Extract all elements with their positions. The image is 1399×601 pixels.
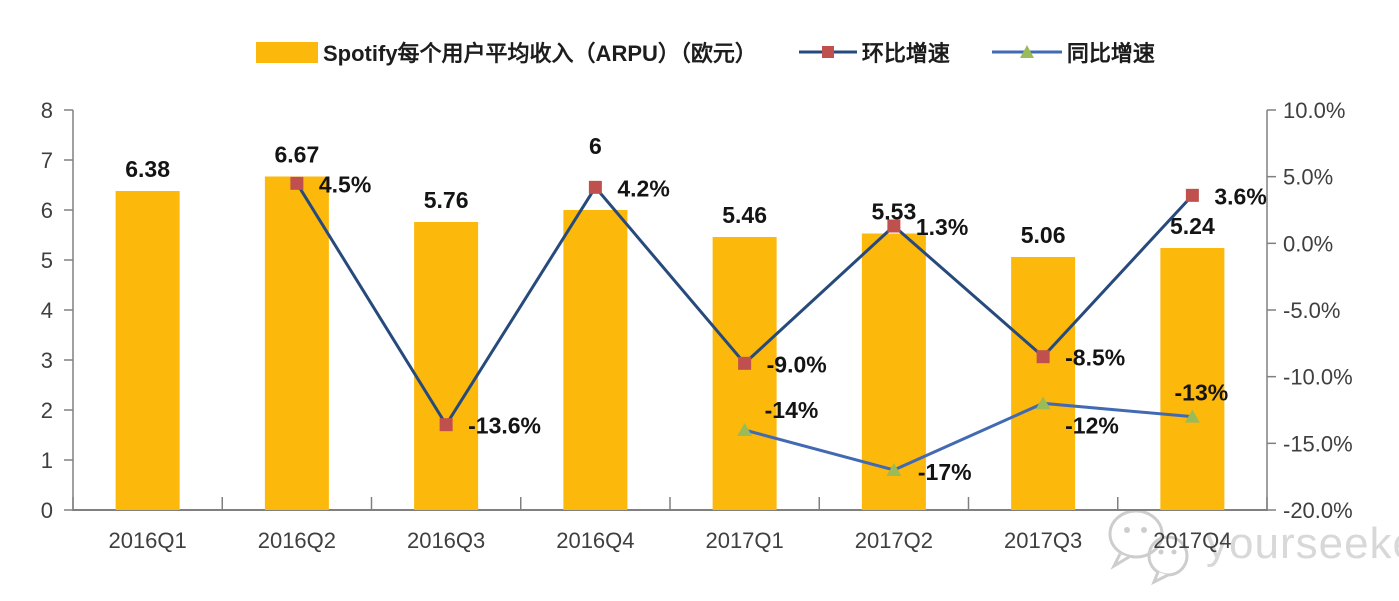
wechat-icon bbox=[1108, 509, 1189, 586]
chart-legend: Spotify每个用户平均收入（ARPU）（欧元） 环比增速 同比增速 bbox=[256, 36, 1155, 68]
right-axis-tick-label: -15.0% bbox=[1283, 431, 1353, 456]
qoq-marker-2016Q3 bbox=[439, 418, 453, 432]
qoq-point-label: 3.6% bbox=[1214, 183, 1266, 209]
qoq-point-label: 1.3% bbox=[916, 214, 968, 240]
legend-label-yoy: 同比增速 bbox=[1066, 41, 1155, 66]
legend-item-arpu: Spotify每个用户平均收入（ARPU）（欧元） bbox=[256, 36, 757, 68]
yoy-point-label: -12% bbox=[1065, 412, 1119, 438]
left-axis-tick-label: 6 bbox=[41, 198, 53, 223]
legend-item-yoy: 同比增速 bbox=[991, 36, 1155, 68]
qoq-point-label: 4.5% bbox=[319, 171, 371, 197]
qoq-point-label: -9.0% bbox=[767, 351, 827, 377]
yoy-marker-2017Q2 bbox=[886, 463, 902, 476]
right-axis-tick-label: -5.0% bbox=[1283, 298, 1340, 323]
legend-label-arpu: Spotify每个用户平均收入（ARPU）（欧元） bbox=[323, 41, 757, 66]
x-axis-category-label: 2017Q4 bbox=[1153, 528, 1231, 553]
x-axis-category-label: 2016Q3 bbox=[407, 528, 485, 553]
yoy-marker-2017Q3 bbox=[1035, 396, 1051, 410]
x-axis-category-label: 2017Q3 bbox=[1004, 528, 1082, 553]
qoq-line-square-swatch-icon bbox=[798, 46, 857, 58]
qoq-marker-2017Q1 bbox=[738, 356, 752, 370]
right-axis-tick-label: 5.0% bbox=[1283, 165, 1333, 190]
yoy-point-label: -14% bbox=[765, 397, 819, 423]
bar-2016Q4 bbox=[563, 210, 628, 510]
bar-2017Q3 bbox=[1011, 257, 1076, 510]
qoq-marker-2016Q2 bbox=[290, 176, 304, 190]
yoy-marker-2017Q4 bbox=[1184, 409, 1200, 423]
x-axis-category-label: 2017Q1 bbox=[705, 528, 783, 553]
qoq-marker-2016Q4 bbox=[588, 180, 602, 194]
qoq-point-label: -13.6% bbox=[468, 413, 541, 439]
bar-2017Q1 bbox=[712, 237, 777, 510]
left-axis-tick-label: 0 bbox=[41, 498, 53, 523]
bar-value-label: 5.24 bbox=[1170, 213, 1215, 239]
left-axis-tick-label: 8 bbox=[41, 98, 53, 123]
yoy-line-triangle-swatch-icon bbox=[991, 45, 1062, 58]
arpu-bar-swatch-icon bbox=[256, 41, 318, 63]
x-axis-category-label: 2016Q2 bbox=[258, 528, 336, 553]
bar-2016Q2 bbox=[264, 176, 329, 510]
left-axis-tick-label: 7 bbox=[41, 148, 53, 173]
watermark-text: yourseeker bbox=[1206, 519, 1399, 568]
yoy-marker-2017Q1 bbox=[737, 423, 753, 436]
watermark: yourseeker bbox=[1102, 502, 1399, 586]
left-axis-tick-label: 2 bbox=[41, 398, 53, 423]
qoq-marker-2017Q3 bbox=[1036, 350, 1050, 364]
legend-item-qoq: 环比增速 bbox=[798, 36, 950, 68]
bar-value-label: 6.38 bbox=[125, 156, 170, 182]
bar-2017Q4 bbox=[1160, 248, 1225, 510]
bar-value-label: 6 bbox=[589, 133, 602, 159]
right-axis-tick-label: 0.0% bbox=[1283, 231, 1333, 256]
bar-2016Q1 bbox=[115, 191, 180, 510]
bar-2016Q3 bbox=[414, 222, 479, 510]
yoy-point-label: -13% bbox=[1175, 380, 1229, 406]
x-axis-category-label: 2016Q4 bbox=[556, 528, 634, 553]
left-axis-tick-label: 4 bbox=[41, 298, 53, 323]
right-axis-tick-label: 10.0% bbox=[1283, 98, 1345, 123]
qoq-marker-2017Q4 bbox=[1185, 188, 1199, 202]
right-axis-tick-label: -10.0% bbox=[1283, 365, 1353, 390]
yoy-point-label: -17% bbox=[918, 459, 972, 485]
legend-label-qoq: 环比增速 bbox=[861, 41, 950, 66]
bar-value-label: 5.76 bbox=[424, 187, 469, 213]
x-axis-category-label: 2016Q1 bbox=[108, 528, 186, 553]
bar-value-label: 5.06 bbox=[1021, 222, 1066, 248]
left-axis-tick-label: 3 bbox=[41, 348, 53, 373]
bar-value-label: 5.46 bbox=[722, 202, 767, 228]
right-axis-tick-label: -20.0% bbox=[1283, 498, 1353, 523]
left-axis-tick-label: 5 bbox=[41, 248, 53, 273]
bar-value-label: 6.67 bbox=[274, 142, 319, 168]
qoq-point-label: -8.5% bbox=[1065, 345, 1125, 371]
yoy-growth-line bbox=[744, 401, 1193, 472]
qoq-point-label: 4.2% bbox=[617, 175, 669, 201]
left-axis-tick-label: 1 bbox=[41, 448, 53, 473]
x-axis-category-label: 2017Q2 bbox=[855, 528, 933, 553]
qoq-marker-2017Q2 bbox=[887, 219, 901, 233]
